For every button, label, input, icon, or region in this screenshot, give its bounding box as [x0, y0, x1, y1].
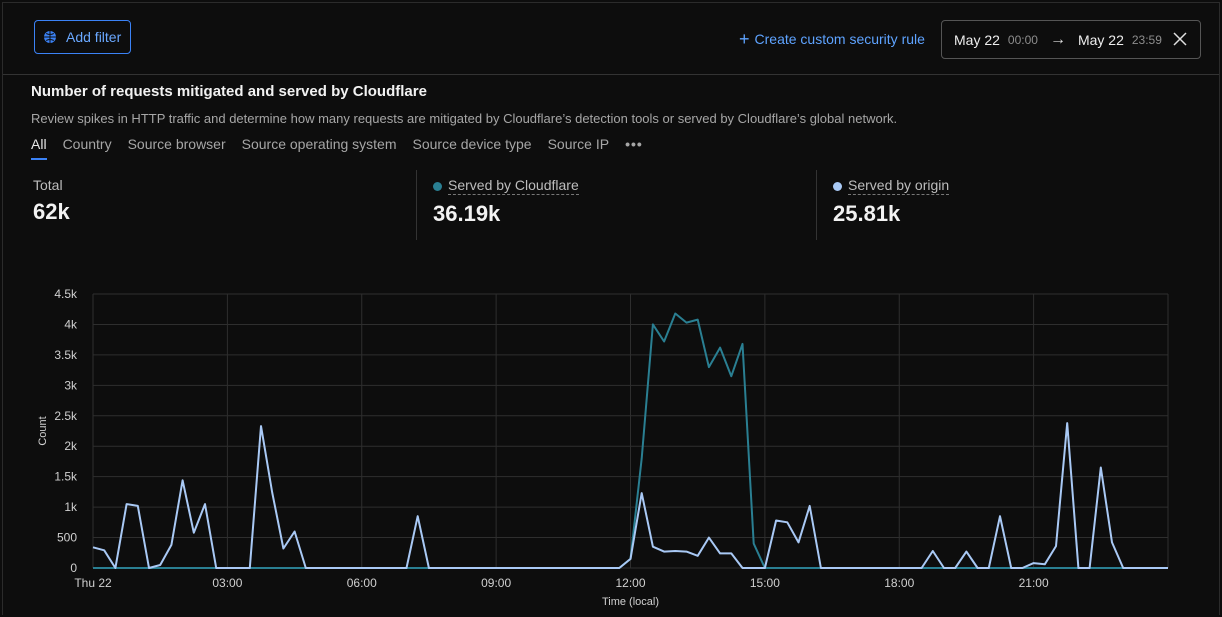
series-line-served-by-cloudflare	[93, 312, 1168, 569]
y-axis-label: Count	[37, 416, 49, 445]
x-tick-label: 06:00	[347, 576, 377, 590]
add-filter-button[interactable]: Add filter	[34, 20, 131, 54]
stat-total: Total 62k	[33, 177, 70, 225]
y-tick-label: 0	[70, 561, 77, 575]
date-range-picker[interactable]: May 22 00:00 → May 22 23:59	[941, 20, 1201, 59]
add-filter-label: Add filter	[66, 29, 122, 45]
arrow-right-icon: →	[1049, 30, 1066, 48]
y-tick-label: 4.5k	[54, 287, 78, 301]
stat-served-by-origin: Served by origin 25.81k	[833, 177, 950, 227]
create-custom-security-rule-link[interactable]: + Create custom security rule	[739, 29, 925, 49]
y-tick-label: 1k	[64, 500, 78, 514]
filter-toolbar: Add filter + Create custom security rule…	[3, 3, 1219, 75]
tab-source-ip[interactable]: Source IP	[547, 136, 610, 152]
x-tick-label: 12:00	[615, 576, 645, 590]
stat-total-label: Total	[33, 177, 63, 193]
y-tick-label: 4k	[64, 317, 78, 331]
y-tick-label: 2k	[64, 439, 78, 453]
y-tick-label: 3k	[64, 378, 78, 392]
tab-source-device-type[interactable]: Source device type	[412, 136, 532, 152]
section-title: Number of requests mitigated and served …	[31, 83, 427, 100]
x-tick-label: Thu 22	[74, 576, 112, 590]
x-axis-label: Time (local)	[602, 596, 659, 608]
create-rule-label: Create custom security rule	[754, 31, 925, 47]
stat-origin-label[interactable]: Served by origin	[848, 177, 950, 195]
plus-icon: +	[739, 29, 750, 49]
y-tick-label: 500	[57, 531, 77, 545]
series-line-served-by-origin	[92, 422, 1168, 569]
breakdown-tabs: All Country Source browser Source operat…	[31, 136, 643, 160]
more-tabs-icon[interactable]: •••	[625, 136, 643, 152]
start-date: May 22	[954, 31, 1000, 48]
end-time: 23:59	[1131, 32, 1162, 47]
start-time: 00:00	[1007, 32, 1038, 47]
stat-served-by-cloudflare: Served by Cloudflare 36.19k	[433, 177, 579, 227]
requests-line-chart[interactable]: 0 500 1k 1.5k 2k 2.5k 3k 3.5k 4k 4.5k Thu 22 03:00 0…	[0, 280, 1222, 617]
tab-source-browser[interactable]: Source browser	[127, 136, 226, 152]
x-tick-label: 09:00	[481, 576, 511, 590]
stat-cloudflare-label[interactable]: Served by Cloudflare	[448, 177, 579, 195]
cloudflare-legend-dot	[433, 181, 442, 191]
tab-source-operating-system[interactable]: Source operating system	[241, 136, 397, 152]
x-tick-label: 15:00	[750, 576, 780, 590]
end-date: May 22	[1077, 31, 1124, 48]
stat-cloudflare-value: 36.19k	[433, 201, 501, 226]
x-tick-label: 21:00	[1019, 576, 1049, 590]
stat-origin-value: 25.81k	[833, 201, 901, 226]
stat-divider	[416, 170, 417, 240]
tab-country[interactable]: Country	[62, 136, 112, 152]
y-tick-label: 3.5k	[54, 348, 78, 362]
stat-total-value: 62k	[33, 199, 70, 224]
close-icon[interactable]	[1172, 31, 1188, 47]
x-tick-label: 18:00	[884, 576, 914, 590]
tab-all[interactable]: All	[31, 136, 47, 160]
section-subtitle: Review spikes in HTTP traffic and determ…	[31, 111, 898, 126]
origin-legend-dot	[833, 181, 842, 191]
y-tick-label: 1.5k	[54, 470, 78, 484]
globe-icon	[44, 31, 56, 43]
stat-divider	[816, 170, 817, 240]
y-tick-label: 2.5k	[54, 409, 78, 423]
x-tick-label: 03:00	[212, 576, 242, 590]
